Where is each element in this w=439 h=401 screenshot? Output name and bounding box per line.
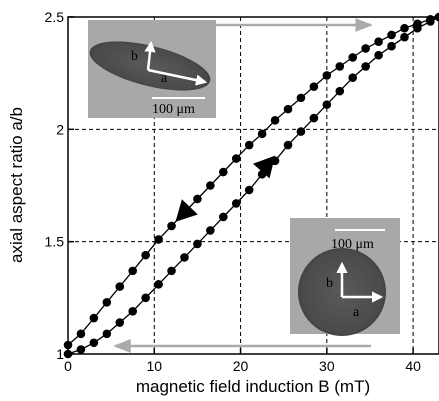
inset-top-left-label-a: a xyxy=(161,71,168,86)
data-point-increasing-9 xyxy=(180,253,189,262)
data-point-increasing-21 xyxy=(335,86,345,96)
data-point-decreasing-25 xyxy=(115,282,125,291)
data-point-decreasing-21 xyxy=(167,221,176,231)
data-point-increasing-13 xyxy=(231,199,241,208)
data-point-decreasing-7 xyxy=(348,53,358,62)
x-tick-label-0: 0 xyxy=(64,358,72,374)
data-point-decreasing-28 xyxy=(76,329,86,339)
data-point-increasing-1 xyxy=(76,345,86,354)
data-point-decreasing-18 xyxy=(206,181,215,190)
axis-ticks: 0 10 20 30 40 1 1.5 2 2.5 xyxy=(45,9,422,374)
data-point-increasing-22 xyxy=(348,73,358,82)
data-point-decreasing-10 xyxy=(309,82,319,91)
data-point-increasing-19 xyxy=(309,113,319,123)
data-point-increasing-12 xyxy=(219,212,228,222)
data-point-increasing-27 xyxy=(413,23,422,33)
data-point-decreasing-16 xyxy=(231,154,241,163)
y-tick-label-2: 2 xyxy=(56,121,64,137)
data-point-increasing-6 xyxy=(141,293,150,303)
data-point-increasing-26 xyxy=(400,32,409,42)
inset-top-left-arrow-a xyxy=(147,68,208,86)
data-point-decreasing-6 xyxy=(361,44,370,53)
inset-bottom-right-label-b: b xyxy=(326,276,333,291)
data-point-increasing-28 xyxy=(426,17,435,26)
data-point-increasing-18 xyxy=(296,127,306,136)
data-point-increasing-5 xyxy=(128,307,138,316)
inset-top-left-label-b: b xyxy=(131,49,138,64)
data-point-decreasing-19 xyxy=(193,194,202,204)
inset-top-left: b a 100 μm xyxy=(88,20,216,118)
x-tick-label-4: 40 xyxy=(405,358,421,374)
direction-arrow-decreasing xyxy=(175,199,198,222)
data-point-increasing-8 xyxy=(167,266,176,276)
y-tick-label-0: 1 xyxy=(56,346,64,362)
inset-top-left-scale-label: 100 μm xyxy=(152,102,195,117)
data-point-decreasing-13 xyxy=(270,116,280,125)
data-point-increasing-24 xyxy=(374,50,383,60)
x-tick-label-3: 30 xyxy=(319,358,335,374)
x-axis-label: magnetic field induction B (mT) xyxy=(136,377,370,396)
data-point-increasing-17 xyxy=(283,140,293,150)
x-tick-label-2: 20 xyxy=(233,358,249,374)
data-point-decreasing-8 xyxy=(335,62,345,71)
plot-frame xyxy=(67,16,439,355)
data-point-increasing-3 xyxy=(102,329,112,339)
data-point-increasing-7 xyxy=(154,280,163,289)
data-point-increasing-14 xyxy=(244,185,254,195)
data-point-increasing-4 xyxy=(115,318,125,327)
inset-top-left-arrow-b xyxy=(144,40,156,71)
data-point-increasing-25 xyxy=(387,41,396,51)
y-tick-label-1: 1.5 xyxy=(45,234,65,250)
data-point-decreasing-24 xyxy=(128,266,138,276)
data-point-decreasing-23 xyxy=(141,250,150,260)
direction-arrow-increasing xyxy=(253,155,276,179)
data-point-increasing-11 xyxy=(206,226,215,235)
y-tick-label-3: 2.5 xyxy=(45,9,65,25)
data-point-decreasing-26 xyxy=(102,298,112,307)
data-point-decreasing-9 xyxy=(322,71,332,80)
data-point-increasing-20 xyxy=(322,100,332,109)
data-point-decreasing-15 xyxy=(244,140,254,150)
data-point-decreasing-5 xyxy=(374,37,383,47)
inset-bottom-right-scale-label: 100 μm xyxy=(331,237,374,252)
data-point-decreasing-11 xyxy=(296,93,306,103)
data-point-decreasing-12 xyxy=(283,104,293,114)
data-point-increasing-2 xyxy=(89,338,99,348)
data-series xyxy=(63,12,439,359)
data-point-increasing-10 xyxy=(193,239,202,249)
direction-arrows xyxy=(175,155,276,222)
data-point-decreasing-27 xyxy=(89,313,99,323)
inset-bottom-right: 100 μm b a xyxy=(290,218,400,336)
data-point-decreasing-14 xyxy=(257,129,267,139)
inset-bottom-right-label-a: a xyxy=(353,305,360,320)
elongated-droplet xyxy=(89,41,211,91)
data-point-decreasing-17 xyxy=(219,167,228,177)
x-tick-label-1: 10 xyxy=(146,358,162,374)
data-point-decreasing-3 xyxy=(400,23,409,33)
data-point-decreasing-4 xyxy=(387,30,396,40)
data-point-increasing-23 xyxy=(361,62,370,71)
data-point-decreasing-22 xyxy=(154,235,163,244)
y-axis-label: axial aspect ratio a/b xyxy=(7,107,26,263)
